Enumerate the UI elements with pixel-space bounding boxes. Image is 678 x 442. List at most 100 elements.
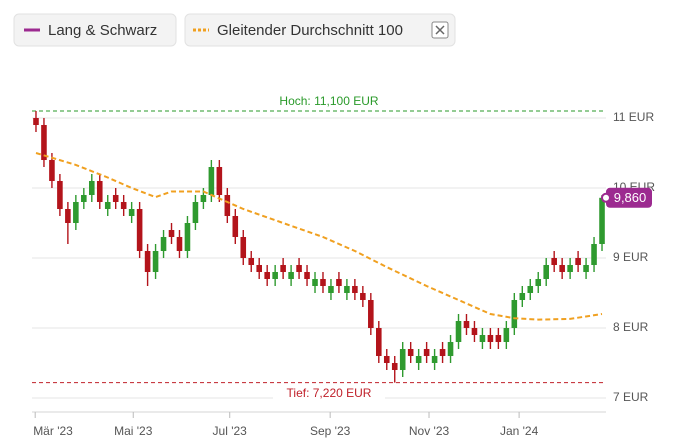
- candle-body: [383, 356, 390, 363]
- candle-body: [423, 349, 430, 356]
- candle-body: [455, 321, 462, 342]
- legend-pill[interactable]: [184, 13, 456, 47]
- candle-body: [407, 349, 414, 356]
- y-tick-label: 11 EUR: [613, 110, 654, 124]
- candle-body: [360, 293, 366, 300]
- candle-body: [535, 279, 542, 286]
- candle-body: [240, 237, 247, 258]
- candle-body: [479, 335, 486, 342]
- reference-label: Tief: 7,220 EUR: [287, 386, 372, 400]
- candle-body: [559, 265, 565, 272]
- candle-body: [168, 230, 175, 237]
- candle-body: [415, 356, 422, 363]
- candle-body: [591, 244, 597, 265]
- candle-body: [368, 300, 374, 328]
- close-icon: [435, 25, 445, 35]
- candle-body: [575, 258, 581, 265]
- y-tick-label: 7 EUR: [613, 390, 649, 404]
- candle-body: [391, 363, 398, 370]
- legend-label: Lang & Schwarz: [48, 22, 157, 39]
- candle-body: [551, 258, 557, 265]
- candle-body: [104, 202, 111, 209]
- candle-body: [248, 258, 255, 265]
- candle-body: [599, 197, 605, 244]
- candle-body: [439, 349, 446, 356]
- x-tick-label: Jul '23: [213, 424, 248, 438]
- candle-body: [288, 272, 294, 279]
- legend-item[interactable]: Lang & Schwarz: [13, 13, 177, 47]
- close-button[interactable]: [431, 21, 449, 39]
- candle-body: [208, 167, 215, 195]
- candle-body: [399, 349, 406, 370]
- candle-body: [33, 118, 39, 125]
- candle-body: [495, 335, 502, 342]
- candle-body: [81, 195, 87, 202]
- label-background: [273, 386, 385, 401]
- candle-body: [232, 216, 239, 237]
- candle-body: [65, 209, 71, 223]
- reference-label: Hoch: 11,100 EUR: [279, 94, 378, 108]
- candle-body: [272, 272, 278, 279]
- candle-body: [328, 286, 334, 293]
- x-tick-label: Mai '23: [114, 424, 153, 438]
- candle-body: [264, 272, 270, 279]
- candle-body: [128, 209, 135, 216]
- candle-body: [256, 265, 262, 272]
- current-value-box: [606, 187, 652, 208]
- candle-body: [487, 335, 494, 342]
- label-background: [273, 95, 385, 109]
- current-value-marker: [601, 192, 611, 203]
- candle-body: [344, 286, 350, 293]
- candle-body: [431, 356, 438, 363]
- candle-body: [144, 251, 151, 272]
- x-tick-label: Nov '23: [409, 424, 450, 438]
- candle-body: [96, 181, 103, 202]
- candle-body: [312, 279, 318, 286]
- candle-body: [41, 125, 47, 160]
- candle-body: [152, 251, 159, 272]
- candle-body: [73, 202, 79, 223]
- legend-label: Gleitender Durchschnitt 100: [217, 22, 403, 39]
- legend-item[interactable]: Gleitender Durchschnitt 100: [184, 13, 456, 47]
- candle-body: [543, 265, 549, 279]
- moving-average-line: [35, 152, 603, 321]
- candle-body: [567, 265, 573, 272]
- candle-body: [192, 202, 199, 223]
- candle-body: [89, 181, 95, 195]
- y-tick-label: 8 EUR: [613, 320, 649, 334]
- candle-body: [216, 167, 223, 195]
- candle-body: [336, 279, 342, 286]
- candle-body: [49, 160, 55, 181]
- x-tick-label: Mär '23: [33, 424, 73, 438]
- candle-body: [200, 195, 207, 202]
- x-tick-label: Sep '23: [310, 424, 351, 438]
- candle-body: [527, 286, 534, 293]
- legend: Lang & Schwarz Gleitender Durchschnitt 1…: [13, 13, 456, 47]
- candle-body: [511, 300, 518, 328]
- candle-body: [352, 286, 358, 293]
- candle-body: [463, 321, 470, 328]
- candle-body: [57, 181, 63, 209]
- candle-body: [304, 272, 310, 279]
- candle-body: [160, 237, 167, 251]
- candle-body: [503, 328, 510, 342]
- candle-body: [447, 342, 454, 356]
- legend-pill[interactable]: [13, 13, 177, 47]
- candle-body: [224, 195, 231, 216]
- candle-body: [320, 279, 326, 286]
- candle-body: [296, 265, 302, 272]
- current-value-label: 9,860: [614, 190, 647, 205]
- y-tick-label: 9 EUR: [613, 250, 649, 264]
- candle-body: [376, 328, 382, 356]
- x-tick-label: Jan '24: [500, 424, 539, 438]
- candle-body: [184, 223, 191, 251]
- candle-body: [176, 237, 183, 251]
- candle-body: [583, 265, 589, 272]
- candle-body: [120, 202, 127, 209]
- candle-body: [136, 209, 143, 251]
- candle-body: [519, 293, 526, 300]
- candle-body: [112, 195, 119, 202]
